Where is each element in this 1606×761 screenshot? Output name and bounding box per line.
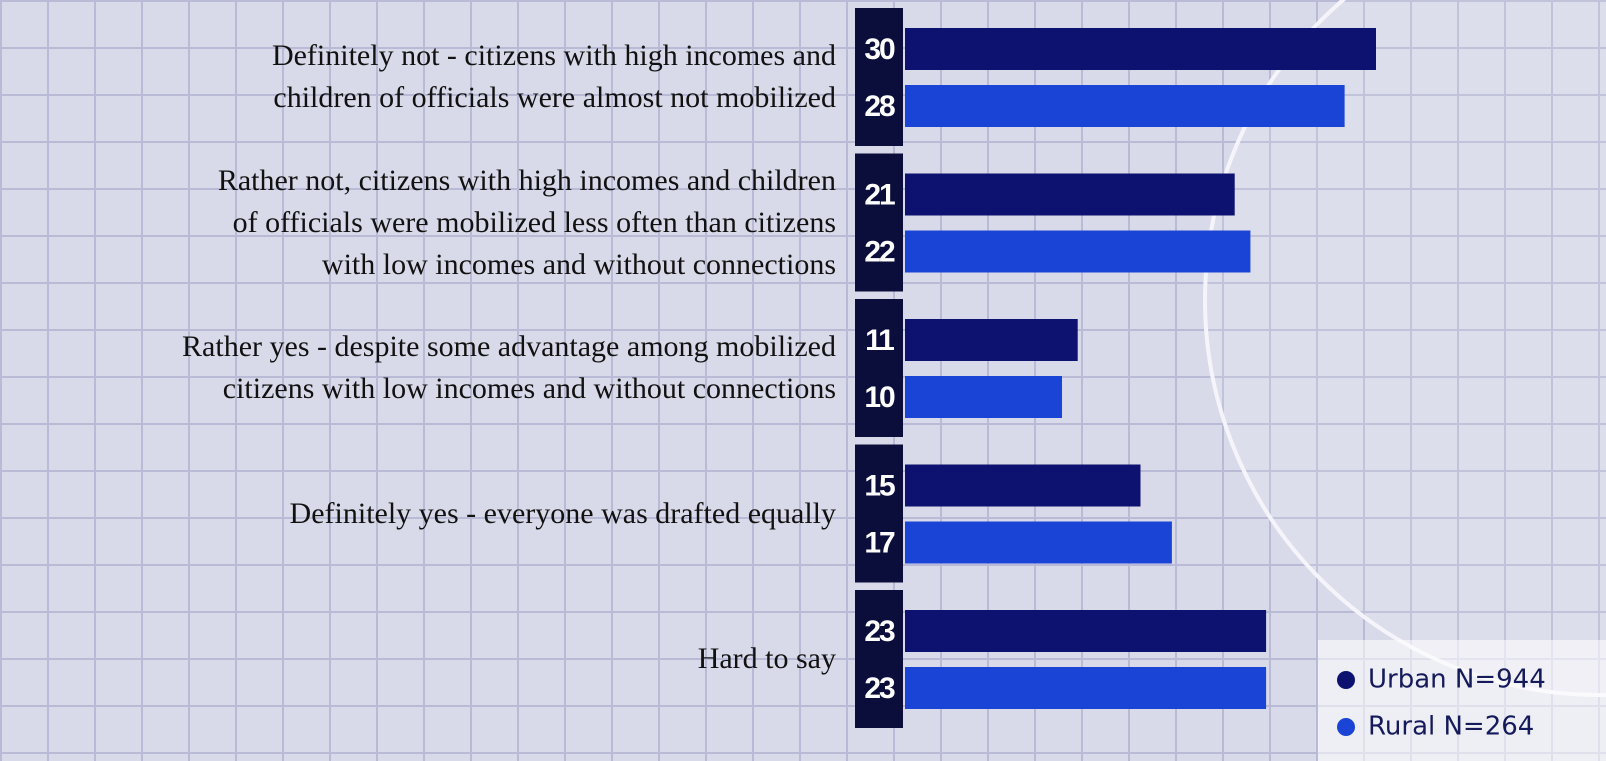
bar [905,464,1141,507]
value-label: 23 [864,672,895,705]
category-label: Rather yes - despite some advantage amon… [182,330,836,405]
bar [905,85,1345,127]
value-box [855,444,903,583]
bar [905,28,1376,70]
value-label: 11 [865,324,894,357]
value-label: 23 [864,615,895,648]
bar [905,376,1062,418]
bar [905,521,1172,564]
value-box [855,153,903,292]
bar [905,667,1267,709]
legend-box [1318,640,1606,761]
value-label: 30 [864,33,895,66]
value-label: 22 [864,235,895,268]
value-label: 28 [864,90,895,123]
category-label: Definitely not - citizens with high inco… [271,39,836,114]
value-label: 15 [864,469,895,502]
legend-swatch [1337,718,1355,736]
value-label: 17 [864,526,895,559]
legend-label: Rural N=264 [1368,712,1534,742]
category-label: Definitely yes - everyone was drafted eq… [289,496,836,530]
value-label: 21 [864,178,895,211]
value-box [855,8,903,146]
bar [905,319,1078,361]
legend-swatch [1337,671,1355,689]
bar [905,610,1267,652]
category-label: Hard to say [697,642,836,675]
category-label: Rather not, citizens with high incomes a… [217,163,836,281]
value-label: 10 [864,381,895,414]
legend-label: Urban N=944 [1368,665,1546,695]
bar [905,173,1235,216]
value-box [855,299,903,437]
bar [905,230,1251,273]
value-box [855,590,903,728]
